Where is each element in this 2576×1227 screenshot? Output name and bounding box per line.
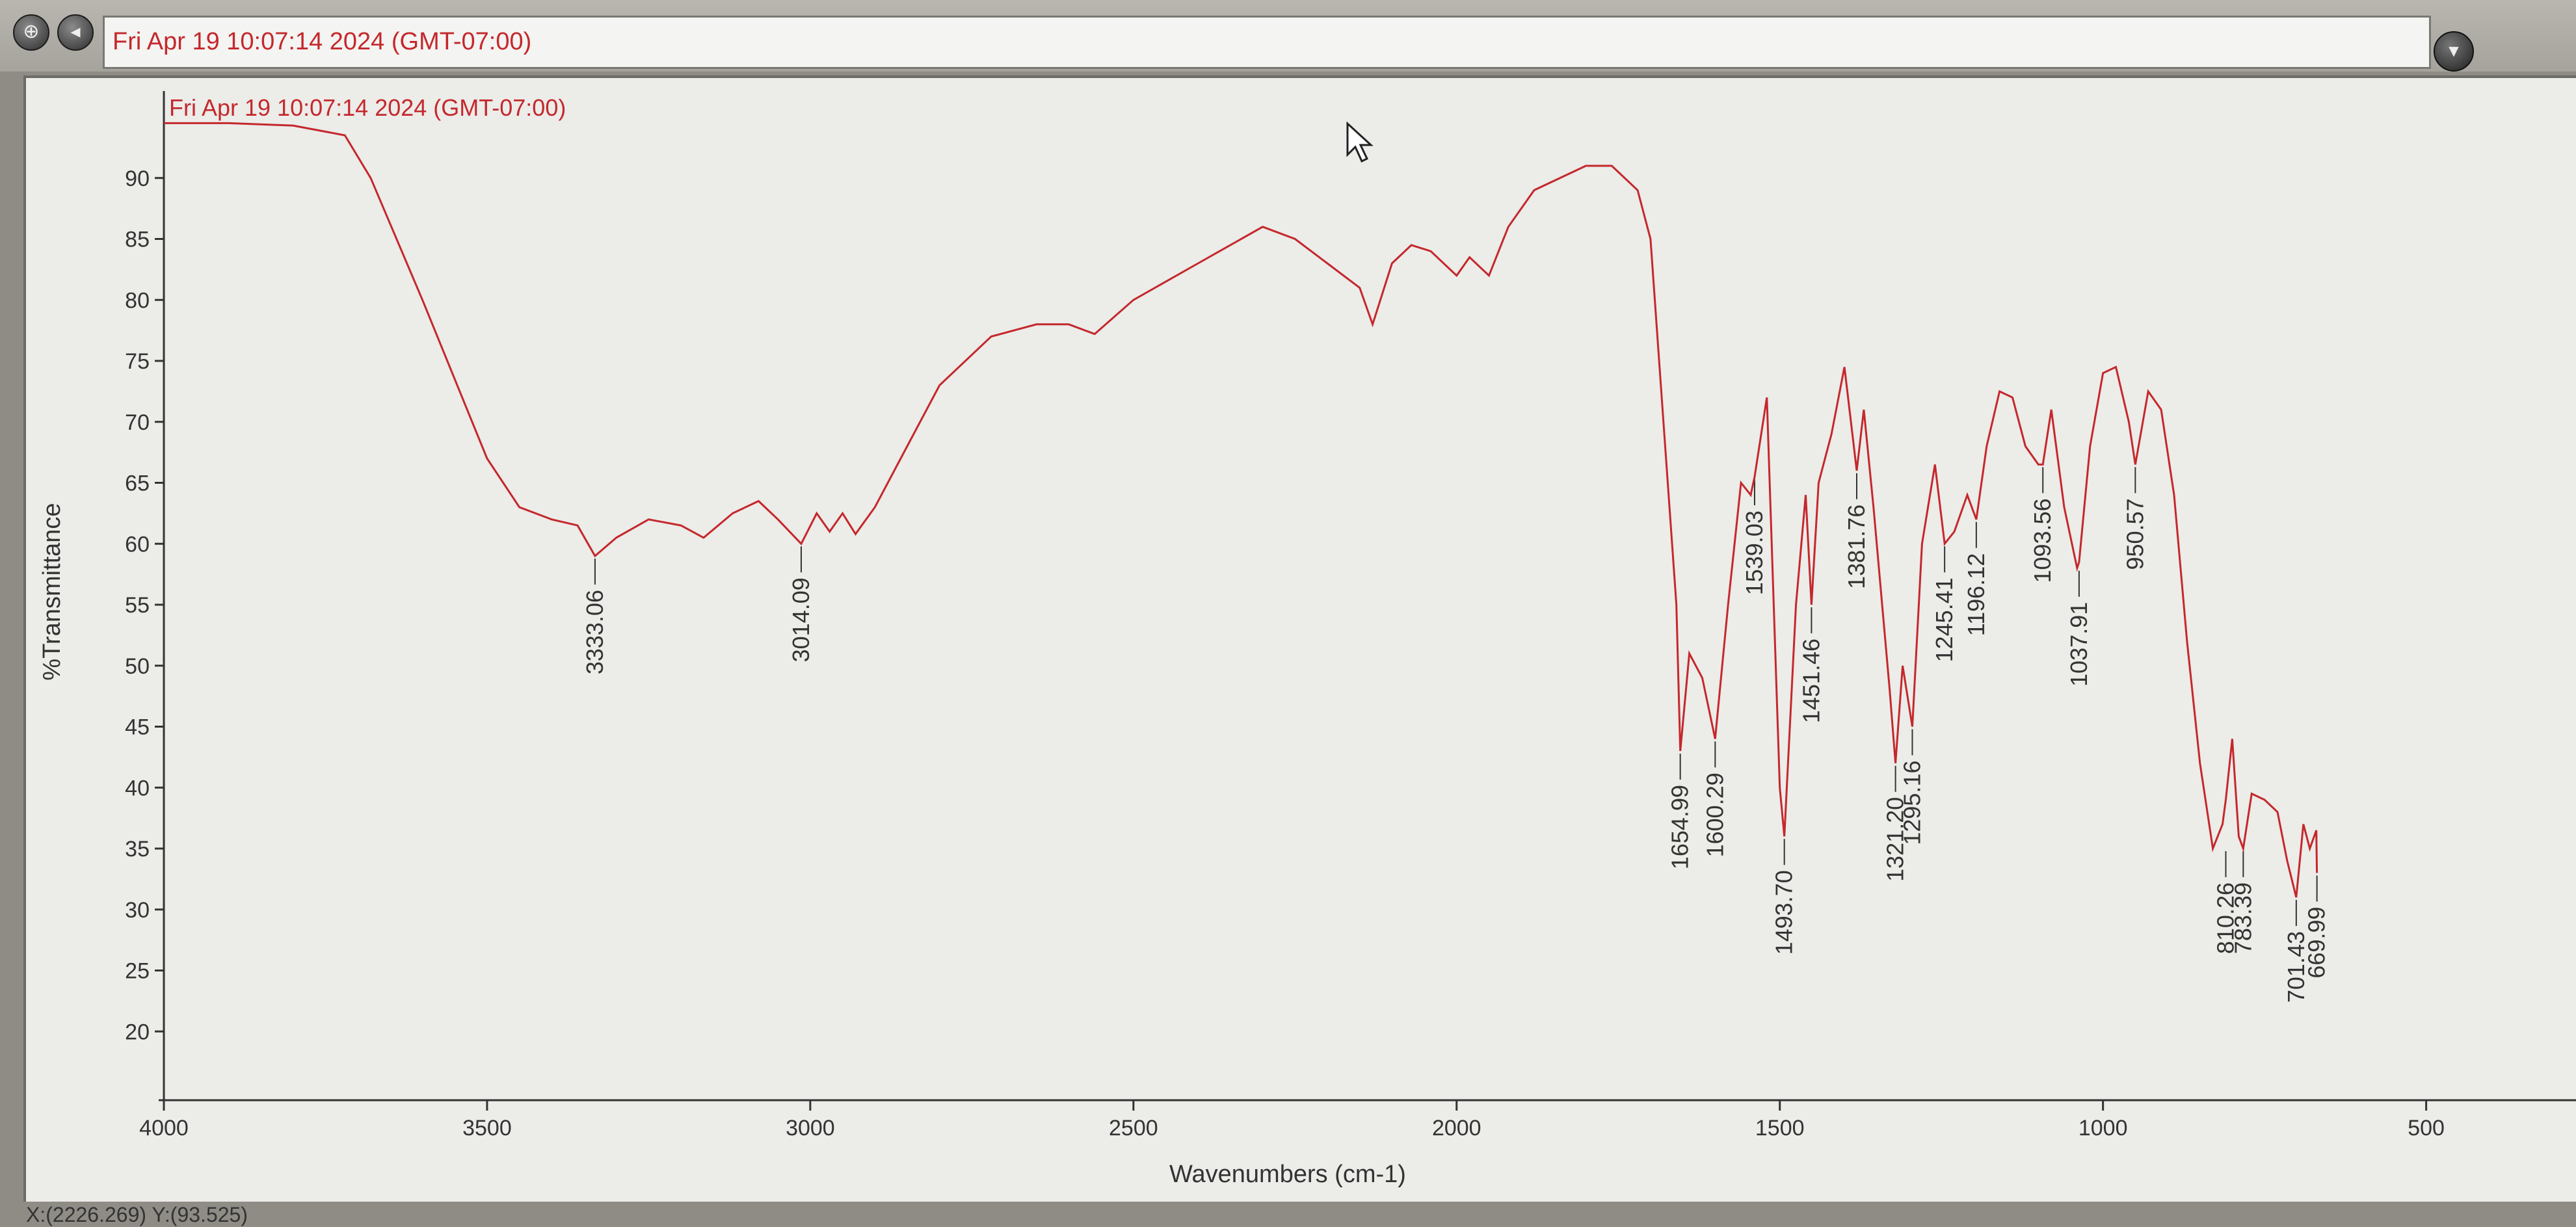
cursor-icon bbox=[1346, 121, 1374, 163]
peak-label: 1539.03 bbox=[1741, 510, 1768, 595]
title-field[interactable]: Fri Apr 19 10:07:14 2024 (GMT-07:00) bbox=[103, 16, 2431, 69]
y-tick-label: 85 bbox=[125, 228, 150, 252]
y-tick-label: 65 bbox=[125, 471, 150, 496]
chart-title: Fri Apr 19 10:07:14 2024 (GMT-07:00) bbox=[169, 94, 566, 121]
globe-icon[interactable]: ⊕ bbox=[13, 14, 49, 51]
x-tick-label: 2500 bbox=[1109, 1116, 1158, 1141]
y-tick-label: 40 bbox=[125, 776, 150, 800]
coordinate-readout: X:(2226.269) Y:(93.525) bbox=[26, 1203, 248, 1226]
peak-label: 1451.46 bbox=[1798, 639, 1824, 723]
chart-ticks: 20 25 30 35 40 45 50 55 60 65 70 75 80 85 90 4000 3500 30… bbox=[125, 166, 2445, 1141]
x-axis-label: Wavenumbers (cm-1) bbox=[1169, 1161, 1406, 1188]
y-tick-label: 45 bbox=[125, 715, 150, 740]
x-tick-label: 3500 bbox=[462, 1116, 512, 1141]
peak-label: 1654.99 bbox=[1667, 785, 1693, 869]
y-tick-label: 50 bbox=[125, 654, 150, 679]
x-tick-label: 2000 bbox=[1432, 1116, 1481, 1141]
back-icon[interactable]: ◂ bbox=[57, 14, 94, 51]
peak-label: 1295.16 bbox=[1898, 761, 1925, 845]
chart-peak-labels: 3333.06 3014.09 1654.99 1600.29 1539.03 1493.… bbox=[581, 467, 2330, 1003]
peak-label: 810.26 bbox=[2212, 882, 2239, 954]
x-tick-label: 1500 bbox=[1755, 1116, 1805, 1141]
x-tick-label: 500 bbox=[2408, 1116, 2445, 1141]
peak-label: 1093.56 bbox=[2029, 498, 2056, 583]
y-tick-label: 60 bbox=[125, 532, 150, 557]
peak-label: 1196.12 bbox=[1963, 553, 1989, 636]
chart-axes bbox=[159, 91, 2576, 1102]
y-tick-label: 25 bbox=[125, 959, 150, 984]
y-tick-label: 90 bbox=[125, 166, 150, 191]
peak-label: 1037.91 bbox=[2065, 602, 2092, 687]
window-titlebar: ⊕ ◂ Fri Apr 19 10:07:14 2024 (GMT-07:00)… bbox=[0, 0, 2576, 72]
peak-label: 701.43 bbox=[2283, 931, 2309, 1003]
x-tick-label: 1000 bbox=[2078, 1116, 2128, 1141]
peak-label: 1381.76 bbox=[1843, 505, 1870, 589]
y-tick-label: 35 bbox=[125, 837, 150, 862]
y-tick-label: 55 bbox=[125, 593, 150, 618]
peak-label: 1321.20 bbox=[1882, 797, 1909, 882]
y-tick-label: 20 bbox=[125, 1020, 150, 1044]
spectrum-trace bbox=[164, 122, 2318, 898]
peak-label: 950.57 bbox=[2121, 498, 2148, 570]
peak-label: 1493.70 bbox=[1771, 870, 1798, 955]
y-tick-label: 80 bbox=[125, 288, 150, 313]
y-tick-label: 30 bbox=[125, 898, 150, 923]
x-tick-label: 4000 bbox=[139, 1116, 189, 1141]
peak-label: 3333.06 bbox=[581, 590, 608, 674]
x-tick-label: 3000 bbox=[786, 1116, 835, 1141]
peak-label: 3014.09 bbox=[788, 577, 814, 662]
peak-label: 1245.41 bbox=[1931, 577, 1958, 662]
chevron-down-icon[interactable]: ▼ bbox=[2434, 31, 2474, 72]
peak-label: 783.39 bbox=[2229, 882, 2256, 954]
y-tick-label: 75 bbox=[125, 349, 150, 374]
y-axis-label: %Transmittance bbox=[38, 503, 66, 680]
spectrum-panel: 20 25 30 35 40 45 50 55 60 65 70 75 80 85 90 4000 3500 30… bbox=[23, 75, 2576, 1202]
peak-label: 669.99 bbox=[2304, 907, 2330, 979]
peak-label: 1600.29 bbox=[1701, 772, 1728, 857]
y-tick-label: 70 bbox=[125, 410, 150, 435]
spectrum-chart[interactable]: 20 25 30 35 40 45 50 55 60 65 70 75 80 85 90 4000 3500 30… bbox=[26, 78, 2576, 1202]
